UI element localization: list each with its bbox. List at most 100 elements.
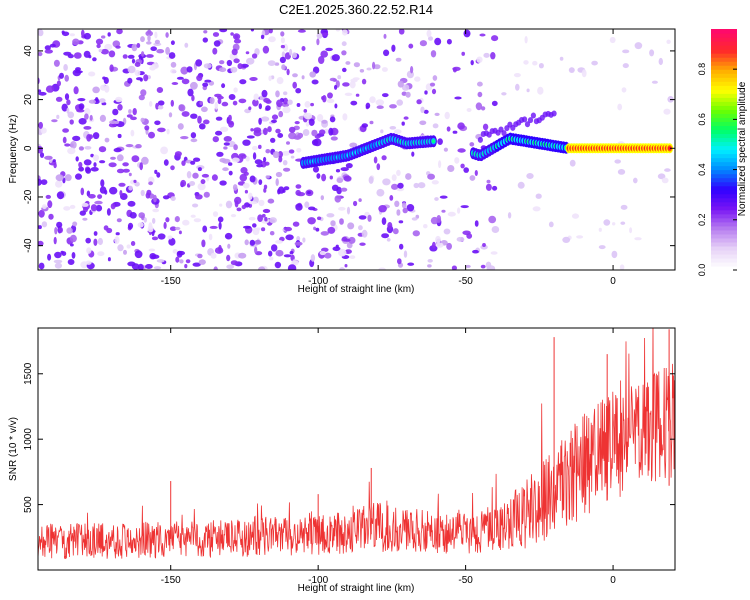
spectrogram-cell (129, 212, 137, 219)
spectrogram-cell (334, 103, 338, 109)
spectrogram-cell (316, 173, 321, 179)
spectrogram-cell (95, 97, 99, 102)
spectrogram-cell (286, 141, 290, 145)
spectrogram-cell (538, 62, 544, 69)
spectrogram-cell (230, 214, 237, 218)
spectrogram-cell (507, 212, 512, 219)
spectrogram-cell (154, 31, 158, 39)
spectrogram-cell (271, 119, 277, 124)
spectrogram-cell (666, 39, 671, 44)
spectrogram-cell (128, 172, 132, 177)
spectrogram-cell (228, 120, 235, 128)
spectrogram-cell (55, 174, 64, 182)
spectrogram-cell (201, 106, 208, 113)
spectrogram-cell (515, 83, 520, 91)
spectrogram-cell (98, 146, 107, 153)
spectrogram-cell (376, 163, 381, 171)
spectrogram-cell (63, 51, 72, 56)
spectrogram-cell (491, 226, 500, 233)
spectrogram-cell (85, 237, 91, 244)
spectrogram-cell (157, 100, 165, 106)
x-tick-label: -50 (458, 575, 473, 586)
spectrogram-cell (603, 219, 611, 226)
spectrogram-cell (394, 200, 400, 207)
spectrogram-cell (329, 175, 333, 180)
spectrogram-cell (295, 88, 302, 94)
spectrogram-cell (329, 77, 337, 82)
spectrogram-cell (614, 159, 621, 164)
spectrogram-cell (228, 114, 232, 122)
spectrogram-cell (56, 80, 62, 87)
spectrogram-cell (169, 226, 177, 231)
colorbar-segment (711, 177, 737, 183)
spectrogram-cell (268, 75, 272, 82)
spectrogram-cell (401, 91, 407, 96)
spectrogram-cell (622, 63, 629, 69)
spectrogram-cell (178, 230, 182, 235)
spectrogram-cell (92, 86, 100, 94)
spectrogram-cell (39, 152, 45, 158)
spectrogram-cell (193, 218, 202, 223)
spectrogram-cell (258, 117, 262, 125)
spectrogram-cell (239, 79, 247, 85)
spectrogram-cell (104, 85, 110, 93)
spectrogram-cell (382, 178, 391, 186)
spectrogram-cell (182, 219, 190, 226)
spectrogram-cell (141, 51, 145, 57)
spectrogram-cell (423, 224, 428, 229)
spectrogram-cell (55, 96, 63, 102)
colorbar-segment (711, 61, 737, 66)
spectrogram-cell (186, 171, 192, 179)
spectrogram-cell (339, 267, 346, 270)
spectrogram-cell (104, 43, 113, 51)
snr-y-axis: 500 1000 1500 (23, 362, 675, 513)
spectrogram-cell (381, 67, 388, 72)
spectrogram-cell (168, 237, 176, 246)
spectrogram-cell (90, 153, 94, 158)
spectrogram-cell (78, 146, 84, 151)
spectrogram-cell (319, 250, 326, 256)
colorbar-segment (711, 93, 737, 98)
spectrogram-cell (89, 114, 93, 121)
spectrogram-cell (230, 260, 238, 266)
spectrogram-cell (271, 114, 279, 120)
spectrogram-cell (321, 32, 329, 36)
spectrogram-cell (338, 206, 346, 211)
spectrogram-cell (66, 99, 71, 106)
spectrogram-cell (447, 165, 455, 172)
spectrogram-cell (389, 195, 394, 201)
spectrogram-cell (254, 159, 263, 165)
spectrogram-cell (568, 67, 575, 73)
spectrogram-cell (307, 191, 311, 195)
spectrogram-cell (170, 99, 174, 107)
spectrogram-cell (349, 142, 358, 148)
spectrogram-cell (233, 38, 242, 44)
spectrogram-cell (195, 59, 203, 67)
spectrogram-cell (329, 116, 336, 123)
spectrogram-cell (230, 32, 234, 36)
spectrogram-cell (93, 238, 98, 246)
spectrogram-cell (117, 244, 124, 252)
spectrogram-cell (165, 32, 169, 38)
ridge-branch (527, 117, 534, 124)
spectrogram-cell (62, 136, 67, 144)
spectrogram-cell (359, 242, 366, 246)
spectrogram-cell (437, 138, 443, 146)
spectrogram-ridge (300, 110, 674, 169)
spectrogram-cell (470, 60, 474, 66)
spectrogram-cell (227, 140, 236, 148)
spectrogram-cell (147, 34, 151, 42)
spectrogram-cell (69, 33, 76, 37)
spectrogram-cell (190, 160, 196, 165)
spectrogram-cell (463, 167, 470, 173)
spectrogram-cell (246, 57, 255, 65)
colorbar-segment (711, 97, 737, 102)
spectrogram-cell (394, 129, 402, 135)
spectrogram-cell (114, 236, 120, 245)
spectrogram-cell (265, 175, 270, 179)
spectrogram-cell (85, 260, 92, 265)
spectrogram-cell (334, 195, 342, 203)
spectrogram-cell (249, 175, 256, 183)
spectrogram-cell (355, 93, 360, 97)
spectrogram-cell (634, 237, 642, 241)
